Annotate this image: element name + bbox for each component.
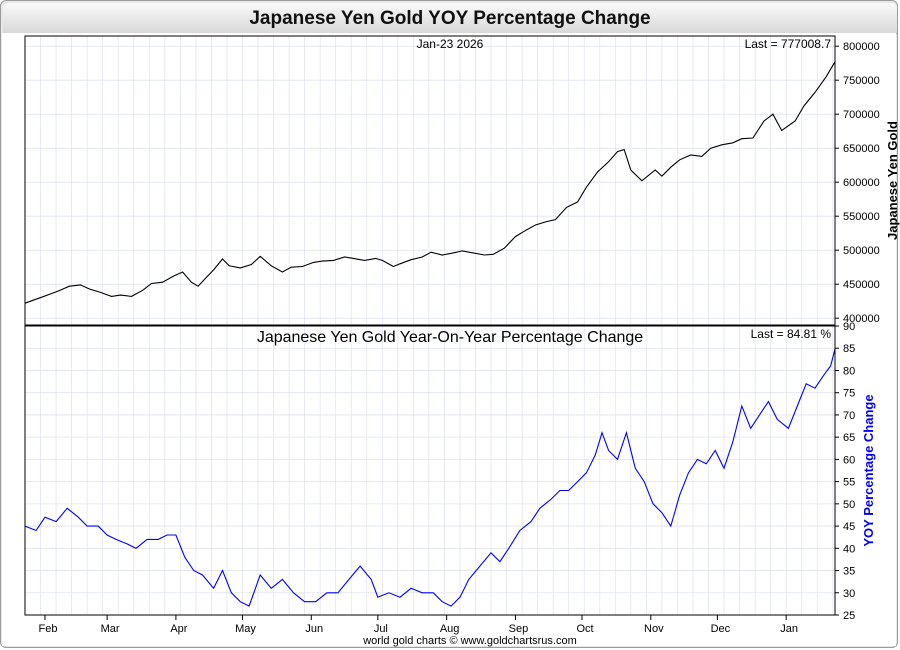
x-tick-label: Jan — [780, 623, 798, 635]
yoy-panel-title: Japanese Yen Gold Year-On-Year Percentag… — [257, 329, 643, 346]
x-tick-label: Dec — [711, 623, 731, 635]
price-series-line — [24, 61, 836, 304]
x-tick-label: Mar — [101, 623, 120, 635]
price-ytick-label: 700000 — [843, 109, 880, 121]
x-tick-label: Jun — [305, 623, 323, 635]
title-bar: Japanese Yen Gold YOY Percentage Change — [3, 3, 897, 34]
yoy-ytick-label: 60 — [843, 454, 855, 466]
x-tick-label: Feb — [38, 623, 57, 635]
price-ytick-label: 650000 — [843, 143, 880, 155]
price-ytick-label: 600000 — [843, 177, 880, 189]
yoy-ytick-label: 90 — [843, 321, 855, 333]
yoy-panel-border — [24, 325, 836, 616]
price-date-label: Jan-23 2026 — [417, 37, 484, 51]
price-ytick-label: 800000 — [843, 41, 880, 53]
x-tick-label: Oct — [576, 623, 593, 635]
price-ytick-label: 500000 — [843, 245, 880, 257]
x-tick-label: Apr — [170, 623, 187, 635]
yoy-ytick-label: 45 — [843, 521, 855, 533]
price-ytick-label: 550000 — [843, 211, 880, 223]
x-tick-label: Aug — [440, 623, 460, 635]
yoy-ytick-label: 35 — [843, 566, 855, 578]
x-tick-label: Jul — [374, 623, 388, 635]
price-panel-border — [24, 35, 836, 326]
yoy-ytick-label: 55 — [843, 477, 855, 489]
price-last-label: Last = 777008.7 — [745, 37, 832, 51]
yoy-ytick-label: 50 — [843, 499, 855, 511]
yoy-ytick-label: 80 — [843, 365, 855, 377]
price-ylabel: Japanese Yen Gold — [885, 121, 900, 240]
price-ytick-label: 450000 — [843, 279, 880, 291]
yoy-ytick-label: 70 — [843, 410, 855, 422]
price-ytick-label: 400000 — [843, 313, 880, 325]
plot-background — [2, 33, 896, 646]
yoy-ytick-label: 25 — [843, 610, 855, 622]
yoy-ytick-label: 40 — [843, 543, 855, 555]
yoy-ytick-label: 30 — [843, 588, 855, 600]
footer-credit: world gold charts © www.goldchartsrus.co… — [362, 635, 577, 647]
price-ytick-label: 750000 — [843, 75, 880, 87]
yoy-ylabel: YOY Percentage Change — [861, 394, 876, 546]
x-tick-label: Sep — [509, 623, 529, 635]
yoy-ytick-label: 65 — [843, 432, 855, 444]
chart-title: Japanese Yen Gold YOY Percentage Change — [249, 8, 651, 29]
yoy-ytick-label: 75 — [843, 388, 855, 400]
x-tick-label: Nov — [644, 623, 664, 635]
yoy-series-line — [24, 348, 836, 607]
yoy-last-label: Last = 84.81 % — [751, 327, 832, 341]
x-tick-label: May — [235, 623, 256, 635]
yoy-ytick-label: 85 — [843, 343, 855, 355]
